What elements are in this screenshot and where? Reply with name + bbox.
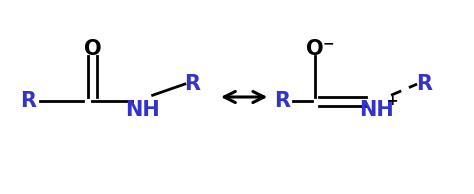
Text: +: + — [387, 94, 398, 108]
Text: −: − — [323, 36, 334, 50]
Text: NH: NH — [359, 100, 394, 120]
Text: O: O — [306, 39, 324, 60]
Text: R: R — [416, 74, 432, 94]
Text: O: O — [83, 39, 101, 60]
Text: R: R — [20, 91, 36, 111]
Text: R: R — [274, 91, 290, 111]
Text: R: R — [184, 74, 200, 94]
Text: NH: NH — [125, 100, 160, 120]
